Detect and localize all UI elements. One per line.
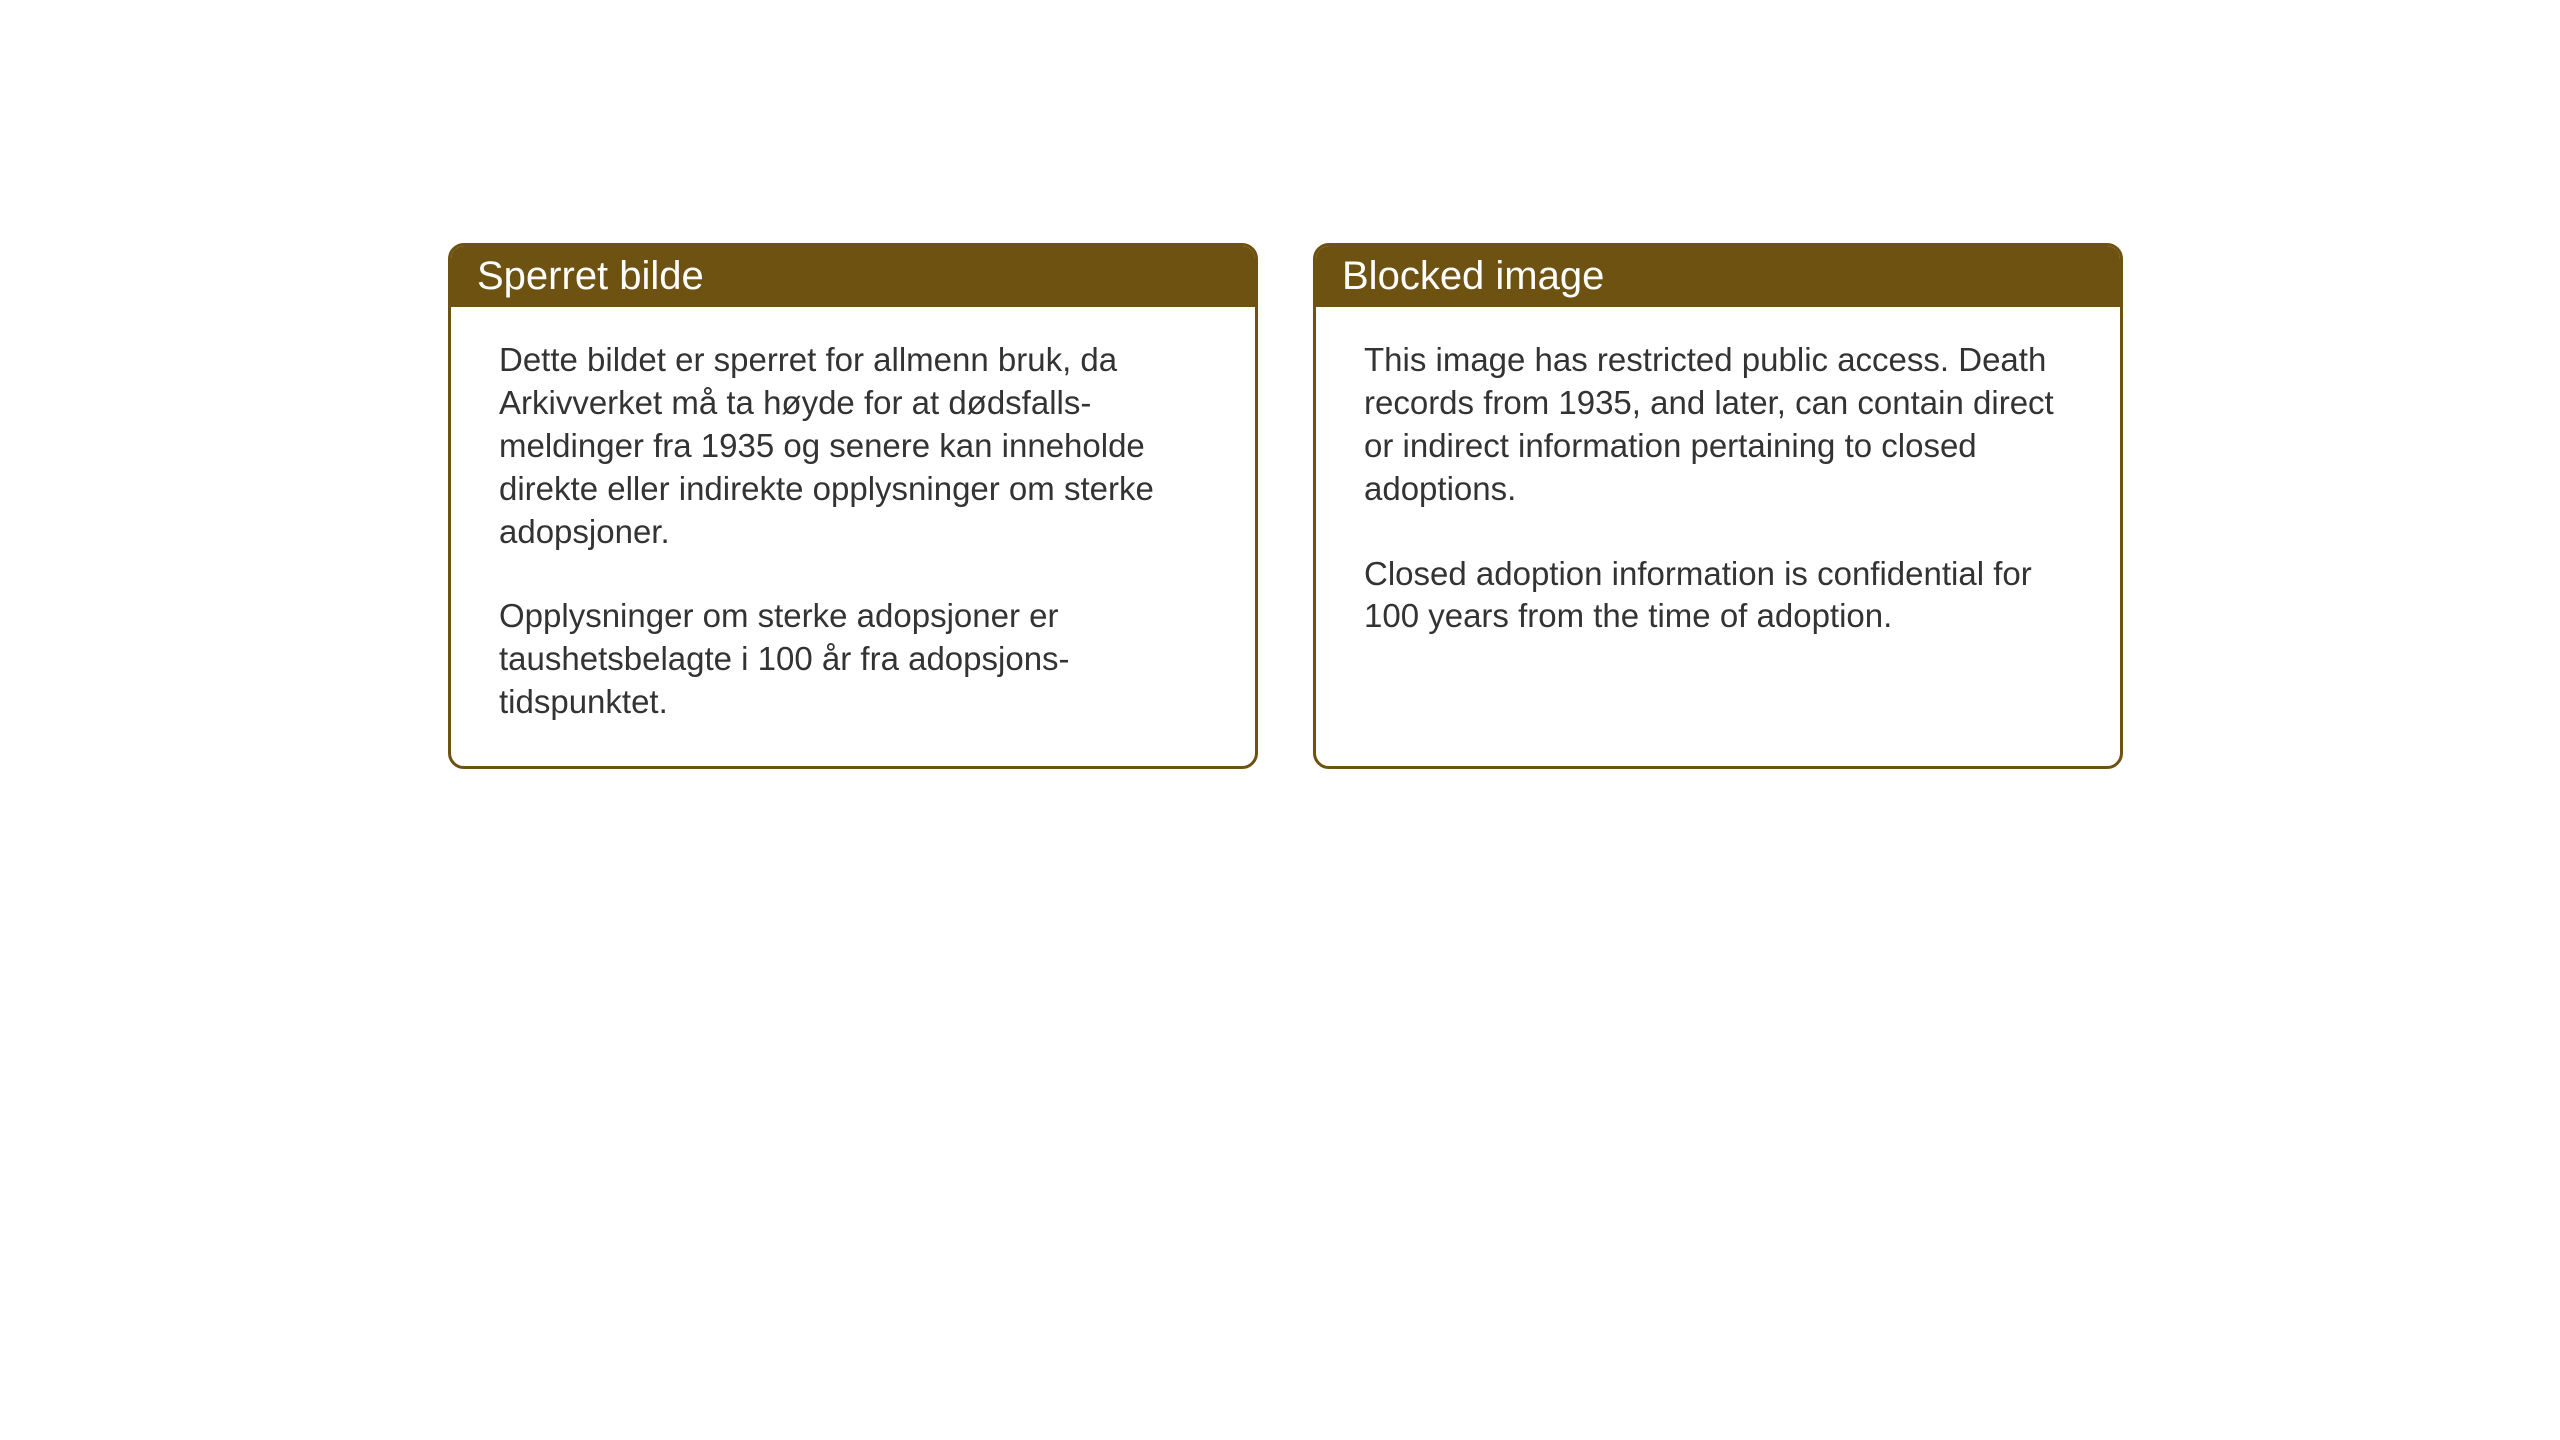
notice-body-norwegian: Dette bildet er sperret for allmenn bruk… xyxy=(451,307,1255,766)
notice-container: Sperret bilde Dette bildet er sperret fo… xyxy=(448,243,2123,769)
notice-paragraph-1-english: This image has restricted public access.… xyxy=(1364,339,2072,511)
notice-title-norwegian: Sperret bilde xyxy=(451,246,1255,307)
notice-card-norwegian: Sperret bilde Dette bildet er sperret fo… xyxy=(448,243,1258,769)
notice-paragraph-2-english: Closed adoption information is confident… xyxy=(1364,553,2072,639)
notice-body-english: This image has restricted public access.… xyxy=(1316,307,2120,680)
notice-paragraph-2-norwegian: Opplysninger om sterke adopsjoner er tau… xyxy=(499,595,1207,724)
notice-paragraph-1-norwegian: Dette bildet er sperret for allmenn bruk… xyxy=(499,339,1207,553)
notice-title-english: Blocked image xyxy=(1316,246,2120,307)
notice-card-english: Blocked image This image has restricted … xyxy=(1313,243,2123,769)
